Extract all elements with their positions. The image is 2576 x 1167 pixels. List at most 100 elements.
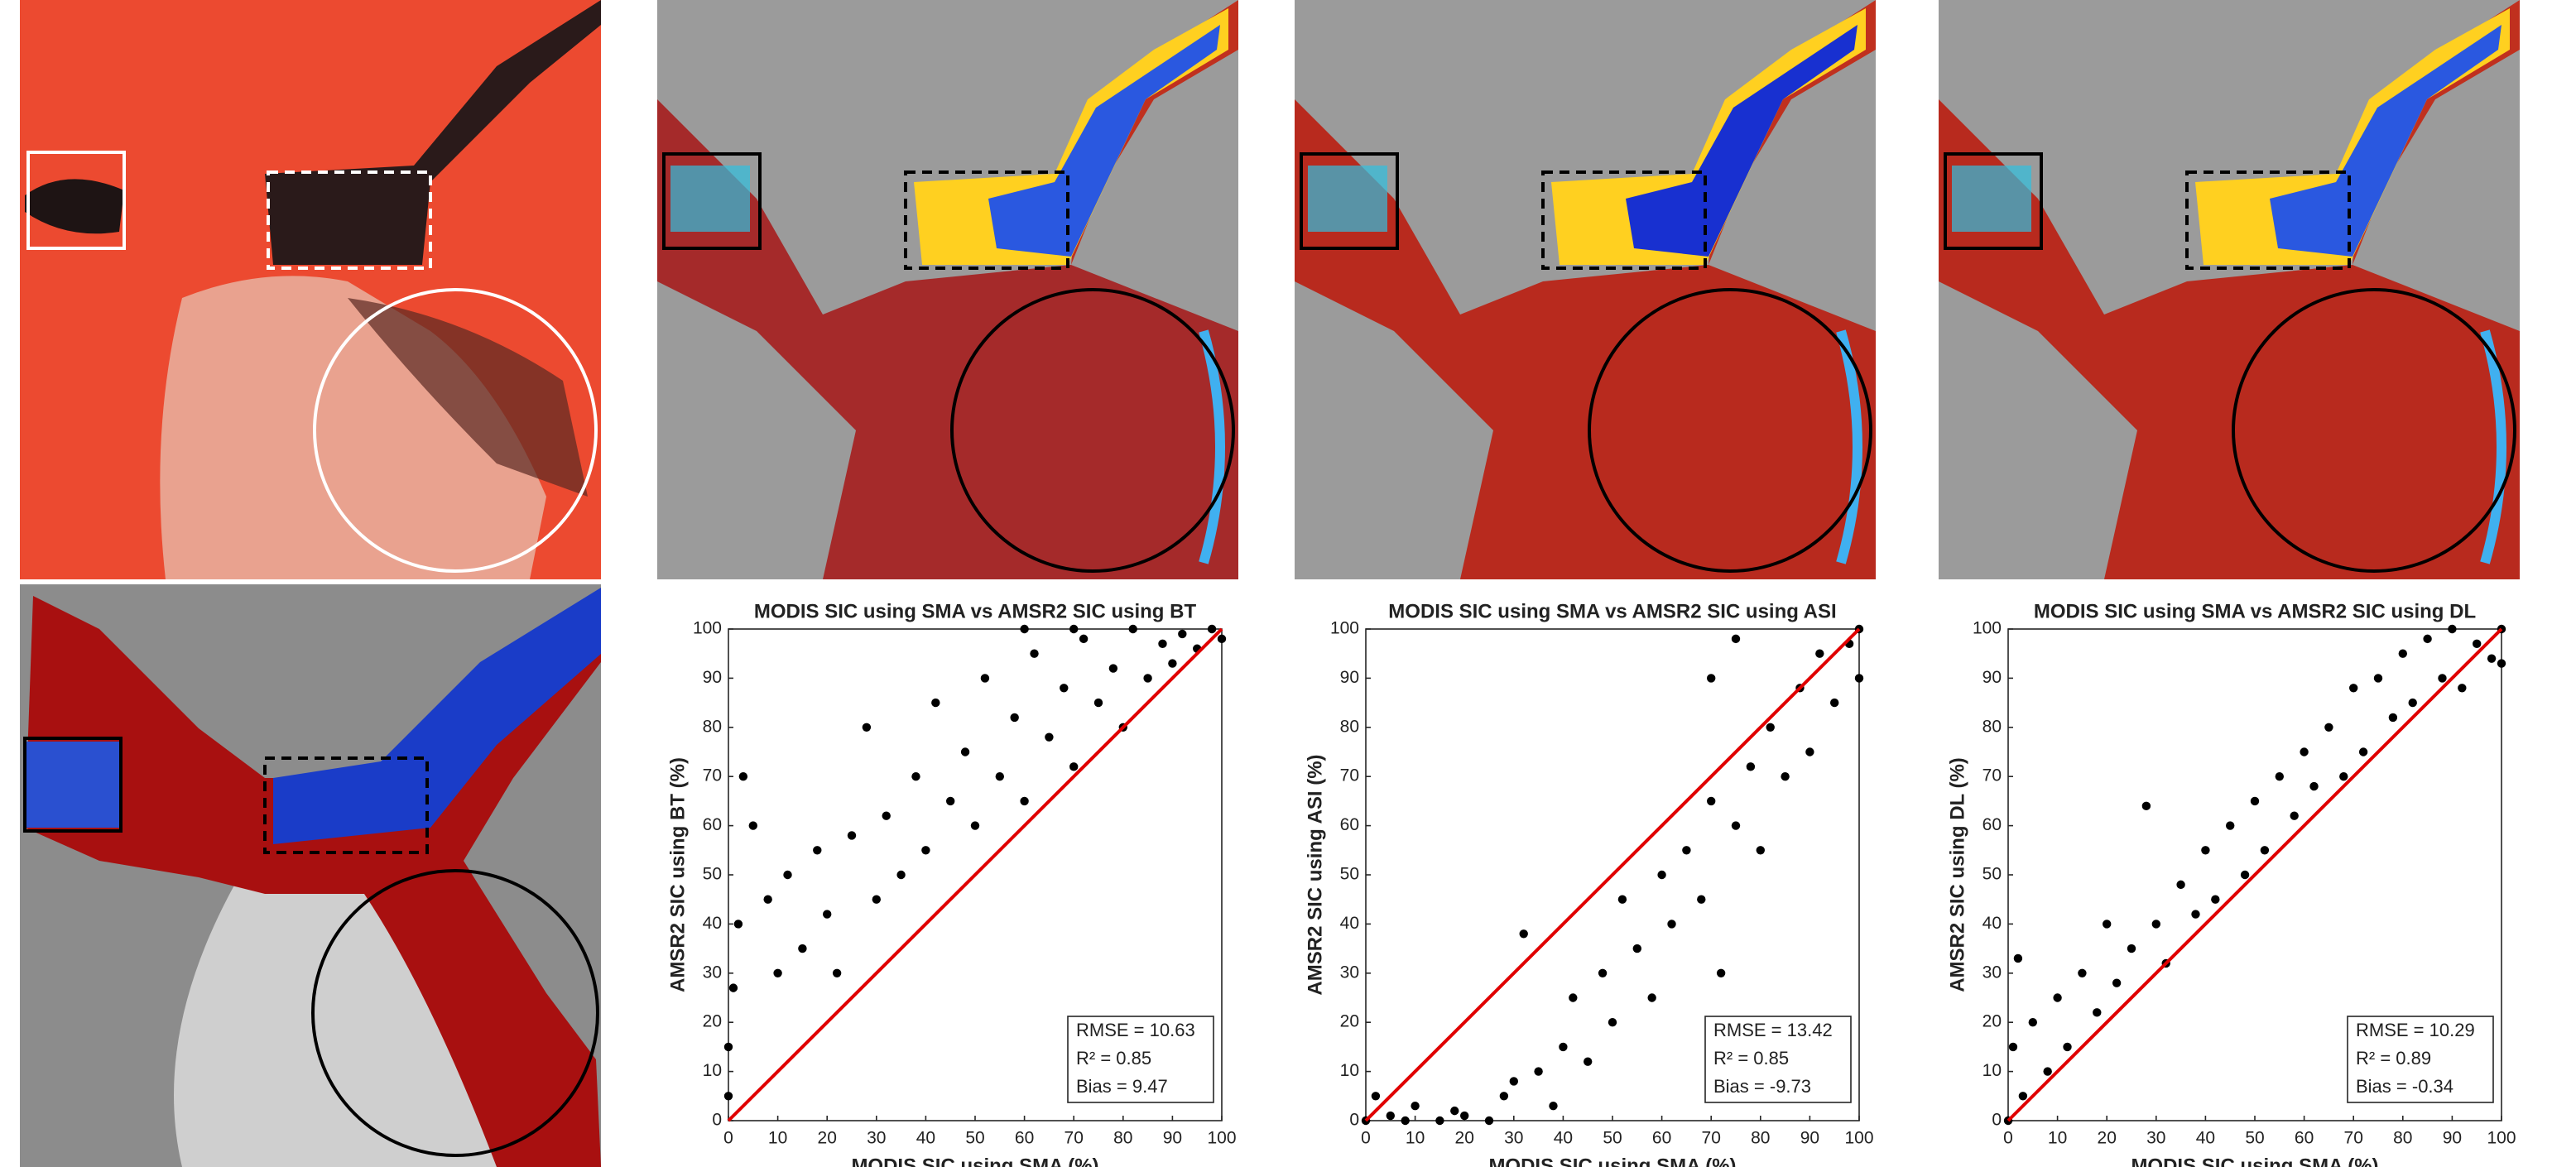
point [911, 772, 920, 781]
point [1499, 1092, 1509, 1101]
point [2103, 920, 2112, 929]
point [862, 723, 872, 732]
point [1045, 732, 1054, 742]
ice-blue [1626, 25, 1858, 257]
one-to-one-line [1364, 627, 1861, 1122]
y-tick-label: 60 [1340, 815, 1359, 834]
point [2473, 639, 2482, 649]
y-tick-label: 50 [1982, 865, 2002, 884]
box-dashed [263, 756, 429, 854]
y-tick-label: 20 [703, 1012, 722, 1031]
x-tick-label: 30 [2146, 1129, 2165, 1148]
point [995, 772, 1005, 781]
point [2211, 895, 2220, 904]
y-tick-label: 30 [1982, 963, 2002, 982]
point [1509, 1077, 1519, 1086]
point [1069, 762, 1079, 771]
point [1549, 1101, 1558, 1111]
point [798, 944, 807, 953]
point [1598, 968, 1608, 978]
point [832, 968, 842, 978]
point [1608, 1018, 1617, 1027]
point [1079, 634, 1089, 644]
point [946, 796, 955, 806]
point [723, 1092, 733, 1101]
point [1030, 649, 1039, 658]
y-axis-label: AMSR2 SIC using ASI (%) [1304, 754, 1326, 995]
one-to-one-line [2006, 627, 2503, 1122]
point [882, 811, 891, 820]
point [1697, 895, 1706, 904]
x-tick-label: 20 [1455, 1129, 1474, 1148]
point [1707, 674, 1716, 683]
point [2008, 1042, 2018, 1052]
point [1020, 796, 1029, 806]
circle [313, 288, 598, 573]
sea-ice-red [1939, 99, 2520, 579]
box-dashed [267, 170, 432, 270]
y-tick-label: 20 [1340, 1012, 1359, 1031]
x-tick-label: 20 [818, 1129, 837, 1148]
y-tick-label: 10 [1340, 1061, 1359, 1080]
point [1647, 993, 1656, 1002]
y-tick-label: 100 [1973, 619, 2002, 638]
point [2300, 747, 2309, 756]
stats-box [2347, 1016, 2494, 1103]
point [2358, 747, 2368, 756]
point [1207, 624, 1217, 634]
y-tick-label: 50 [1340, 865, 1359, 884]
one-to-one-line [727, 627, 1223, 1122]
point [2497, 659, 2506, 668]
x-tick-label: 90 [1800, 1129, 1819, 1148]
point [1559, 1042, 1568, 1052]
chart-title: MODIS SIC using SMA vs AMSR2 SIC using A… [1388, 600, 1836, 622]
point [980, 674, 990, 683]
circle [2232, 288, 2516, 573]
point [847, 831, 857, 840]
y-tick-label: 100 [693, 619, 722, 638]
point [2028, 1018, 2037, 1027]
ice-blue [2270, 25, 2502, 257]
point [1731, 821, 1741, 830]
point [823, 910, 832, 919]
sic-map [1939, 0, 2520, 579]
y-tick-label: 30 [1340, 963, 1359, 982]
point [1682, 846, 1691, 855]
y-axis-label: AMSR2 SIC using BT (%) [666, 757, 689, 992]
x-tick-label: 0 [723, 1129, 733, 1148]
ice-edge [1952, 166, 2031, 232]
point [1815, 649, 1824, 658]
point [2388, 713, 2398, 723]
point [2112, 978, 2122, 987]
x-tick-label: 0 [2003, 1129, 2013, 1148]
x-tick-label: 90 [1163, 1129, 1182, 1148]
point [970, 821, 980, 830]
y-tick-label: 80 [1982, 717, 2002, 736]
point [2408, 698, 2417, 708]
y-tick-label: 60 [703, 815, 722, 834]
x-tick-label: 10 [2048, 1129, 2067, 1148]
point [1569, 993, 1578, 1002]
point [773, 968, 782, 978]
point [1010, 713, 1019, 723]
x-tick-label: 0 [1361, 1129, 1371, 1148]
ice-dark [25, 179, 124, 234]
x-tick-label: 90 [2443, 1129, 2462, 1148]
point [2093, 1008, 2102, 1017]
x-tick-label: 40 [916, 1129, 935, 1148]
point [2127, 944, 2136, 953]
y-tick-label: 90 [703, 668, 722, 687]
y-tick-label: 90 [1982, 668, 2002, 687]
point [2191, 910, 2200, 919]
x-tick-label: 50 [2245, 1129, 2264, 1148]
sea-ice-red [1295, 99, 1876, 579]
point [813, 846, 822, 855]
stats-box [1067, 1016, 1214, 1103]
point [2339, 772, 2348, 781]
sic-map [1295, 0, 1876, 579]
stats-text: Bias = -0.34 [2356, 1076, 2453, 1097]
point [1158, 639, 1167, 649]
y-tick-label: 90 [1340, 668, 1359, 687]
ice-dark [265, 0, 601, 265]
